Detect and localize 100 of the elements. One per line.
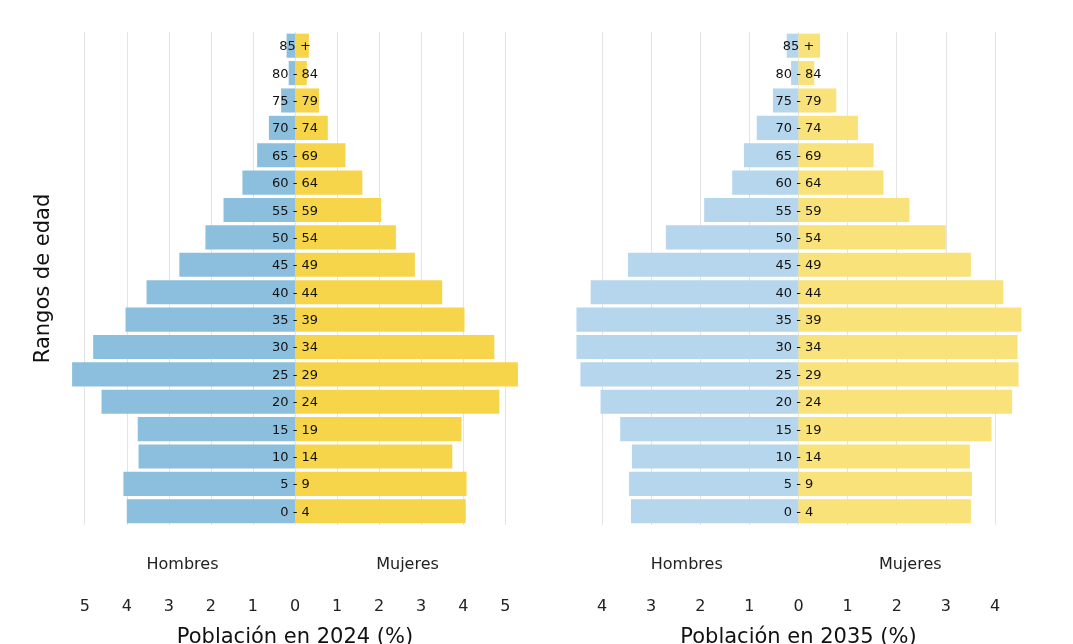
bar xyxy=(798,389,1013,414)
x-tick-label: 3 xyxy=(163,595,174,615)
y-tick-label: 85 + xyxy=(782,38,815,54)
y-tick-label: 75 - 79 xyxy=(271,92,319,108)
bar xyxy=(101,389,295,414)
bar xyxy=(295,417,462,442)
x-tick-label: 5 xyxy=(500,595,511,615)
bar xyxy=(295,115,328,140)
bar xyxy=(576,334,799,360)
y-tick-label: 30 - 34 xyxy=(775,339,822,355)
y-tick-label: 15 - 19 xyxy=(271,421,319,437)
bar xyxy=(631,444,799,469)
y-tick-label: 35 - 39 xyxy=(271,312,319,328)
bar xyxy=(743,143,799,168)
x-tick-label: 2 xyxy=(891,595,902,615)
bar xyxy=(295,143,346,168)
bar xyxy=(628,252,799,277)
bar xyxy=(179,252,295,277)
bar xyxy=(798,362,1019,387)
series-label: Mujeres xyxy=(376,553,439,573)
bar xyxy=(798,417,992,442)
bar xyxy=(798,33,821,58)
bar xyxy=(772,88,799,113)
y-tick-label: 35 - 39 xyxy=(775,312,822,328)
x-tick-label: 3 xyxy=(416,595,427,615)
bar xyxy=(798,444,970,469)
y-tick-label: 0 - 4 xyxy=(280,503,310,519)
bar xyxy=(137,417,295,442)
y-tick-label: 55 - 59 xyxy=(271,202,319,218)
bar xyxy=(242,170,295,195)
bar xyxy=(631,499,799,524)
bar xyxy=(798,197,910,223)
y-tick-label: 45 - 49 xyxy=(775,257,822,273)
bar xyxy=(72,362,295,387)
bar xyxy=(600,389,799,414)
bar xyxy=(798,115,858,140)
x-tick-label: 4 xyxy=(989,595,1001,615)
y-tick-label: 40 - 44 xyxy=(271,284,319,300)
bar xyxy=(257,143,295,168)
series-label: Hombres xyxy=(146,553,219,573)
bar xyxy=(138,444,295,469)
series-label: Hombres xyxy=(650,553,723,573)
bar xyxy=(576,307,799,332)
bar xyxy=(732,170,799,195)
y-tick-label: 0 - 4 xyxy=(783,503,814,519)
bar xyxy=(295,280,443,305)
bar xyxy=(629,471,799,496)
y-tick-label: 50 - 54 xyxy=(775,229,822,245)
y-tick-label: 5 - 9 xyxy=(783,476,814,492)
y-tick-label: 10 - 14 xyxy=(271,449,319,465)
bar xyxy=(123,471,295,496)
y-tick-label: 50 - 54 xyxy=(271,229,319,245)
bar xyxy=(798,88,837,113)
x-tick-label: 2 xyxy=(205,595,216,615)
bar xyxy=(295,307,465,332)
bar xyxy=(798,499,971,524)
bar xyxy=(798,143,874,168)
bar xyxy=(620,417,799,442)
y-tick-label: 15 - 19 xyxy=(775,421,822,437)
x-tick-label: 0 xyxy=(793,595,804,615)
y-tick-label: 5 - 9 xyxy=(280,476,310,492)
x-tick-label: 1 xyxy=(331,595,343,615)
bar xyxy=(288,61,295,86)
y-tick-label: 70 - 74 xyxy=(775,120,822,136)
y-tick-label: 45 - 49 xyxy=(271,257,319,273)
bar xyxy=(295,334,495,360)
y-tick-label: 25 - 29 xyxy=(271,366,319,382)
bar xyxy=(126,499,295,524)
bar xyxy=(798,471,972,496)
bar xyxy=(146,280,295,305)
y-tick-label: 60 - 64 xyxy=(775,175,822,191)
y-tick-label: 10 - 14 xyxy=(775,449,822,465)
bar xyxy=(295,252,415,277)
bar xyxy=(798,225,946,250)
bar xyxy=(93,334,295,360)
y-tick-label: 20 - 24 xyxy=(271,394,319,410)
bar xyxy=(295,471,467,496)
x-tick-label: 2 xyxy=(374,595,385,615)
bar xyxy=(295,444,453,469)
bar xyxy=(704,197,799,223)
bar xyxy=(295,197,382,223)
x-tick-label: 5 xyxy=(79,595,90,615)
y-tick-label: 40 - 44 xyxy=(775,284,822,300)
bar xyxy=(295,499,466,524)
y-tick-label: 20 - 24 xyxy=(775,394,822,410)
y-tick-label: 65 - 69 xyxy=(271,147,319,163)
bar xyxy=(798,252,971,277)
bar xyxy=(798,307,1022,332)
y-tick-label: 65 - 69 xyxy=(775,147,822,163)
bar xyxy=(798,280,1004,305)
bar xyxy=(223,197,295,223)
x-tick-label: 3 xyxy=(646,595,657,615)
y-tick-label: 25 - 29 xyxy=(775,366,822,382)
bar xyxy=(756,115,799,140)
bar xyxy=(590,280,799,305)
x-tick-label: 4 xyxy=(458,595,469,615)
y-tick-label: 60 - 64 xyxy=(271,175,319,191)
x-tick-label: 4 xyxy=(121,595,132,615)
bar xyxy=(798,170,884,195)
bar xyxy=(665,225,799,250)
